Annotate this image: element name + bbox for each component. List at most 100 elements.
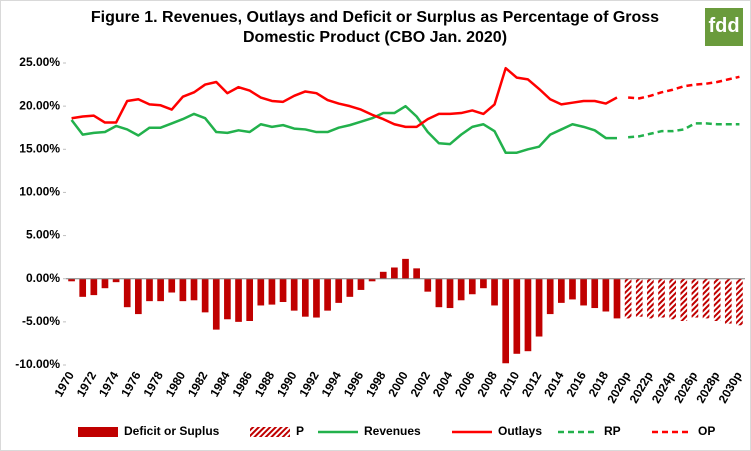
x-tick-label: 2000: [385, 369, 411, 399]
x-tick-label: 1986: [230, 369, 256, 399]
bar: [702, 278, 710, 319]
bar: [301, 278, 309, 317]
x-tick-label: 1996: [341, 369, 367, 399]
bar: [157, 278, 164, 302]
bar: [535, 278, 543, 337]
bar: [201, 278, 209, 313]
bar: [635, 278, 643, 317]
bar: [413, 268, 420, 279]
legend-label: OP: [698, 424, 715, 438]
bar: [79, 278, 87, 297]
bar: [324, 278, 331, 311]
bar: [546, 278, 554, 315]
bar: [435, 278, 443, 308]
x-tick-label: 1970: [51, 369, 77, 399]
bar: [580, 278, 587, 306]
y-tick-label: -10.00%: [15, 357, 60, 371]
x-tick-label: 1994: [319, 369, 345, 399]
bar: [502, 278, 510, 364]
line-dashed: [628, 122, 740, 139]
x-tick-label: 1992: [296, 369, 322, 399]
x-tick-label: 1972: [74, 369, 100, 399]
bar: [190, 278, 198, 301]
bar: [112, 278, 120, 283]
bar: [480, 278, 487, 289]
x-tick-label: 1998: [363, 369, 389, 399]
line-solid: [71, 66, 618, 129]
legend-swatch: [78, 427, 118, 437]
bar: [246, 278, 254, 321]
bar: [402, 258, 409, 279]
x-tick-label: 1990: [274, 369, 300, 399]
bar: [346, 278, 354, 297]
bar: [724, 278, 732, 324]
bar: [290, 278, 298, 311]
logo: fdd: [705, 8, 743, 46]
bar: [624, 278, 632, 319]
bar: [168, 278, 176, 293]
bar: [268, 278, 276, 305]
bar: [257, 278, 265, 306]
bar: [468, 278, 476, 295]
bar: [669, 278, 676, 320]
bar: [557, 278, 565, 303]
bar: [658, 278, 665, 318]
bar: [379, 271, 387, 279]
x-tick-label: 2004: [430, 369, 456, 399]
legend-swatch: [250, 427, 290, 437]
bar: [123, 278, 131, 308]
bar: [713, 278, 721, 321]
legend-label: P: [296, 424, 304, 438]
x-tick-label: 1976: [118, 369, 144, 399]
bar: [647, 278, 654, 319]
x-tick-label: 1978: [140, 369, 166, 399]
x-tick-label: 1974: [96, 369, 122, 399]
x-tick-label: 2006: [452, 369, 478, 399]
bar: [569, 278, 576, 300]
x-tick-label: 2002: [408, 369, 434, 399]
bar: [680, 278, 688, 321]
bar: [335, 278, 343, 303]
bar: [491, 278, 498, 306]
bar: [736, 278, 743, 326]
bar: [446, 278, 454, 309]
x-tick-label: 1980: [163, 369, 189, 399]
x-tick-label: 2008: [474, 369, 500, 399]
bar: [224, 278, 231, 320]
bar: [602, 278, 610, 312]
bar: [179, 278, 187, 302]
line-solid: [70, 104, 617, 154]
chart-title: Figure 1. Revenues, Outlays and Deficit …: [90, 9, 660, 46]
x-tick-label: 2012: [519, 369, 545, 399]
bar: [691, 278, 699, 318]
y-tick-label: 10.00%: [19, 185, 60, 199]
legend-label: RP: [604, 424, 621, 438]
bar: [591, 278, 599, 309]
bar: [135, 278, 142, 315]
bar: [313, 278, 320, 318]
x-tick-label: 2014: [541, 369, 567, 399]
bar: [391, 267, 398, 279]
bar: [90, 278, 98, 296]
x-tick-label: 1988: [252, 369, 278, 399]
y-tick-label: 25.00%: [19, 55, 60, 69]
bar: [613, 278, 621, 319]
legend-label: Outlays: [498, 424, 542, 438]
bar: [513, 278, 521, 354]
x-tick-label: 2016: [563, 369, 589, 399]
bar: [146, 278, 153, 302]
bar: [101, 278, 109, 289]
y-tick-label: 0.00%: [26, 271, 60, 285]
bar: [212, 278, 220, 330]
bar: [524, 278, 532, 352]
bar: [457, 278, 465, 301]
bar: [424, 278, 432, 292]
x-tick-label: 1984: [207, 369, 233, 399]
legend-label: Deficit or Suplus: [124, 424, 220, 438]
legend-label: Revenues: [364, 424, 421, 438]
y-tick-label: -5.00%: [22, 314, 60, 328]
y-tick-label: 5.00%: [26, 228, 60, 242]
bar: [279, 278, 287, 303]
y-tick-label: 20.00%: [19, 98, 60, 112]
